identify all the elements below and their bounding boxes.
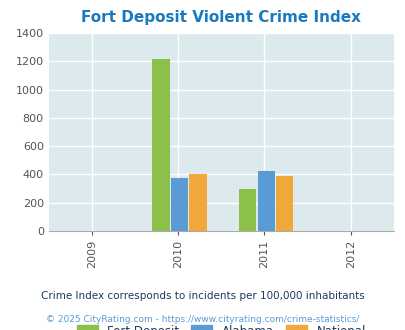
Bar bbox=[171, 178, 188, 231]
Bar bbox=[152, 59, 169, 231]
Bar bbox=[275, 176, 292, 231]
Bar bbox=[238, 188, 255, 231]
Bar bbox=[257, 171, 274, 231]
Text: Crime Index corresponds to incidents per 100,000 inhabitants: Crime Index corresponds to incidents per… bbox=[41, 291, 364, 301]
Text: © 2025 CityRating.com - https://www.cityrating.com/crime-statistics/: © 2025 CityRating.com - https://www.city… bbox=[46, 315, 359, 324]
Legend: Fort Deposit, Alabama, National: Fort Deposit, Alabama, National bbox=[72, 320, 370, 330]
Bar bbox=[189, 174, 206, 231]
Title: Fort Deposit Violent Crime Index: Fort Deposit Violent Crime Index bbox=[81, 10, 360, 25]
